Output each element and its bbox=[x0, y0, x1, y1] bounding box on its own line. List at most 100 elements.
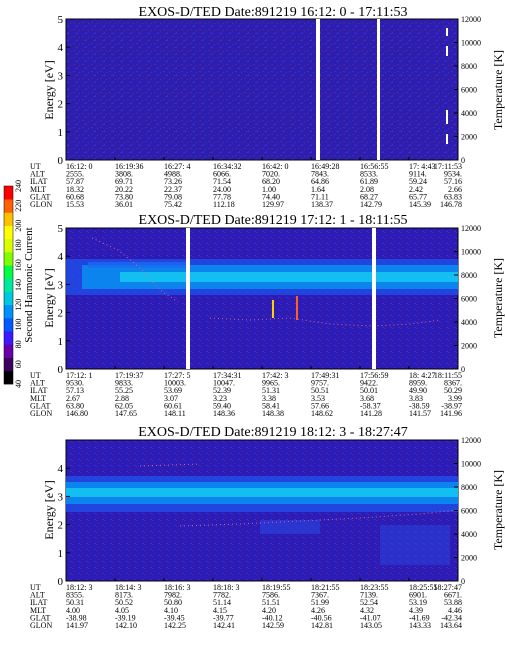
panel-2-y-tick-label: 1 bbox=[58, 336, 64, 348]
panel-3-table-cell: -40.12 bbox=[262, 613, 283, 622]
panel-2-data-gap bbox=[186, 228, 190, 369]
panel-1-table-cell: 60.68 bbox=[66, 192, 84, 201]
panel-2-table-cell: 52.39 bbox=[213, 386, 231, 395]
panel-2-table-cell: 141.28 bbox=[360, 409, 382, 418]
panel-1-table-cell: 16:49:28 bbox=[311, 162, 339, 171]
panel-3-table-cell: 18:14: 3 bbox=[115, 583, 141, 592]
panel-1-table-cell: 61.89 bbox=[360, 177, 378, 186]
panel-3-table-cell: 6671. bbox=[444, 591, 462, 600]
panel-2-table-cell: 18:11:55 bbox=[434, 371, 462, 380]
colorbar-tick-label: 100 bbox=[14, 319, 23, 331]
panel-2-table-cell: 58.41 bbox=[262, 401, 280, 410]
colorbar-tick-label: 60 bbox=[14, 360, 23, 368]
panel-3-table-cell: 18:27:47 bbox=[434, 583, 462, 592]
panel-1-table-cell: 145.39 bbox=[409, 200, 431, 209]
panel-1-table-cell: 74.40 bbox=[262, 192, 280, 201]
panel-1-table-cell: 112.18 bbox=[213, 200, 235, 209]
panel-1-table-cell: 73.26 bbox=[164, 177, 182, 186]
panel-2-row-label: ILAT bbox=[30, 386, 47, 395]
colorbar-swatch bbox=[4, 291, 13, 306]
panel-1-table-cell: 3808. bbox=[115, 170, 133, 179]
panel-1-table-cell: 7020. bbox=[262, 170, 280, 179]
colorbar-tick-label: 80 bbox=[14, 340, 23, 348]
panel-3-row-label: GLAT bbox=[30, 613, 51, 622]
panel-1-y2-tick-label: 8000 bbox=[461, 62, 477, 71]
panel-1-table-cell: 69.71 bbox=[115, 177, 133, 186]
panel-3-table-cell: 142.25 bbox=[164, 621, 186, 630]
panel-2-table-cell: 3.23 bbox=[213, 394, 227, 403]
colorbar-tick-label: 140 bbox=[14, 279, 23, 291]
panel-2-y-tick-label: 5 bbox=[58, 223, 64, 235]
panel-3-table-cell: -39.77 bbox=[213, 613, 234, 622]
colorbar-swatch bbox=[4, 344, 13, 358]
panel-1-y-tick-label: 0 bbox=[58, 155, 64, 167]
panel-3-table-cell: 50.80 bbox=[164, 598, 182, 607]
panel-3-table-cell: 8173. bbox=[115, 591, 133, 600]
panel-3-table-cell: 143.64 bbox=[440, 621, 462, 630]
panel-1-title: EXOS-D/TED Date:891219 16:12: 0 - 17:11:… bbox=[139, 5, 408, 20]
panel-3-table-cell: 6901. bbox=[409, 591, 427, 600]
panel-2-table-cell: 8367. bbox=[444, 379, 462, 388]
panel-2-table-cell: 3.99 bbox=[448, 394, 462, 403]
panel-3-table-cell: 18:18: 3 bbox=[213, 583, 239, 592]
panel-2-table-cell: 17:56:59 bbox=[360, 371, 388, 380]
panel-3-row-label: ALT bbox=[30, 591, 45, 600]
panel-3-table-cell: -39.19 bbox=[115, 613, 136, 622]
colorbar-swatch bbox=[4, 304, 13, 319]
panel-3-band-core bbox=[66, 488, 458, 497]
panel-3-table-cell: 4.15 bbox=[213, 606, 227, 615]
panel-2-trace bbox=[91, 237, 441, 327]
panel-3-y2-tick-label: 8000 bbox=[461, 483, 477, 492]
panel-3-table-cell: 53.19 bbox=[409, 598, 427, 607]
panel-2-table-cell: 148.36 bbox=[213, 409, 235, 418]
panel-2-table-cell: 49.90 bbox=[409, 386, 427, 395]
panel-2-table-cell: 10003. bbox=[164, 379, 186, 388]
panel-3-table-cell: 7367. bbox=[311, 591, 329, 600]
panel-1-y-tick-label: 1 bbox=[58, 127, 64, 139]
panel-2-y2-tick-label: 8000 bbox=[461, 271, 477, 280]
panel-1-table-cell: 59.24 bbox=[409, 177, 427, 186]
panel-1-table-cell: 63.83 bbox=[444, 192, 462, 201]
panel-2-table-cell: 57.13 bbox=[66, 386, 84, 395]
panel-3-row-label: GLON bbox=[30, 621, 52, 630]
panel-1-y2-label: Temperature [K] bbox=[491, 50, 505, 130]
panel-2-row-label: UT bbox=[30, 371, 41, 380]
panel-1-table-cell: 15.53 bbox=[66, 200, 84, 209]
panel-2-table-cell: 141.96 bbox=[440, 409, 462, 418]
panel-1-data-gap bbox=[316, 19, 320, 160]
panel-1-y2-tick-label: 10000 bbox=[461, 39, 481, 48]
panel-3-y-tick-label: 3 bbox=[58, 491, 64, 503]
panel-3-table-cell: 7782. bbox=[213, 591, 231, 600]
panel-1-table-cell: 2555. bbox=[66, 170, 84, 179]
panel-2-title: EXOS-D/TED Date:891219 17:12: 1 - 18:11:… bbox=[139, 213, 408, 228]
panel-3-y2-label: Temperature [K] bbox=[491, 470, 505, 550]
panel-1: EXOS-D/TED Date:891219 16:12: 0 - 17:11:… bbox=[30, 5, 505, 209]
colorbar-label: Second Harmonic Current bbox=[23, 227, 35, 342]
panel-3-table-cell: 4.26 bbox=[311, 606, 325, 615]
panel-3-y-tick-label: 0 bbox=[58, 576, 64, 588]
colorbar-swatch bbox=[4, 212, 13, 226]
panel-1-table-cell: 75.42 bbox=[164, 200, 182, 209]
panel-1-table-cell: 64.86 bbox=[311, 177, 329, 186]
panel-3-table-cell: 142.81 bbox=[311, 621, 333, 630]
panel-2-table-cell: 18: 4:27 bbox=[409, 371, 435, 380]
panel-3-table-cell: 50.31 bbox=[66, 598, 84, 607]
panel-1-table-cell: 68.27 bbox=[360, 192, 378, 201]
panel-2-table-cell: 50.01 bbox=[360, 386, 378, 395]
panel-2-table-cell: 63.80 bbox=[66, 401, 84, 410]
panel-2-table-cell: 53.69 bbox=[164, 386, 182, 395]
panel-1-y-tick-label: 4 bbox=[58, 42, 64, 54]
panel-3-table-cell: 142.10 bbox=[115, 621, 137, 630]
panel-3-table-cell: 4.32 bbox=[360, 606, 374, 615]
panel-2-row-label: GLON bbox=[30, 409, 52, 418]
colorbar-swatch bbox=[4, 278, 13, 292]
panel-1-table-cell: 16:27: 4 bbox=[164, 162, 190, 171]
panel-3-y-label: Energy [eV] bbox=[42, 480, 56, 539]
panel-3-y2-tick-label: 6000 bbox=[461, 507, 477, 516]
panel-1-table-cell: 57.87 bbox=[66, 177, 84, 186]
panel-3-table-cell: 7586. bbox=[262, 591, 280, 600]
panel-3-table-cell: 18:21:55 bbox=[311, 583, 339, 592]
panel-2-table-cell: 8959. bbox=[409, 379, 427, 388]
panel-1-table-cell: 79.08 bbox=[164, 192, 182, 201]
